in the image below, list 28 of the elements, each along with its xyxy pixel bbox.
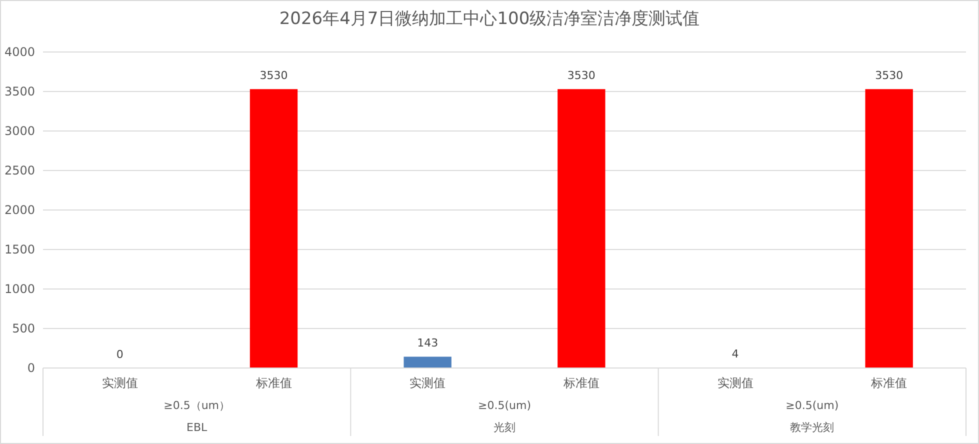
chart-title: 2026年4月7日微纳加工中心100级洁净室洁净度测试值 [279,9,700,29]
y-tick-label: 2000 [4,203,35,217]
data-label: 0 [116,348,124,361]
data-label: 3530 [875,69,904,82]
text: ≥0.5(um) [786,399,839,412]
y-tick-label: 500 [12,322,35,336]
text: 光刻 [494,421,516,434]
x-tick-label: 实测值 [410,376,446,390]
text: 教学光刻 [790,421,834,434]
data-label: 143 [417,336,438,350]
data-label: 3530 [567,69,596,82]
data-label: 3530 [260,69,288,82]
y-tick-label: 3000 [4,124,35,138]
x-tick-label: 标准值 [870,376,908,390]
y-tick-label: 4000 [4,45,35,59]
y-tick-label: 3500 [4,84,35,98]
y-tick-label: 0 [27,361,35,375]
x-tick-label: 实测值 [102,376,138,390]
y-tick-label: 2500 [4,164,35,178]
x-tick-label: 实测值 [717,376,754,390]
text: ≥0.5(um) [478,399,531,412]
x-tick-label: 标准值 [254,376,292,390]
x-tick-label: 标准值 [562,376,600,390]
text: ≥0.5（um） [164,399,230,412]
text: EBL [186,421,208,434]
y-tick-label: 1000 [4,282,35,296]
data-label: 4 [732,348,739,361]
y-tick-label: 1500 [4,242,35,256]
